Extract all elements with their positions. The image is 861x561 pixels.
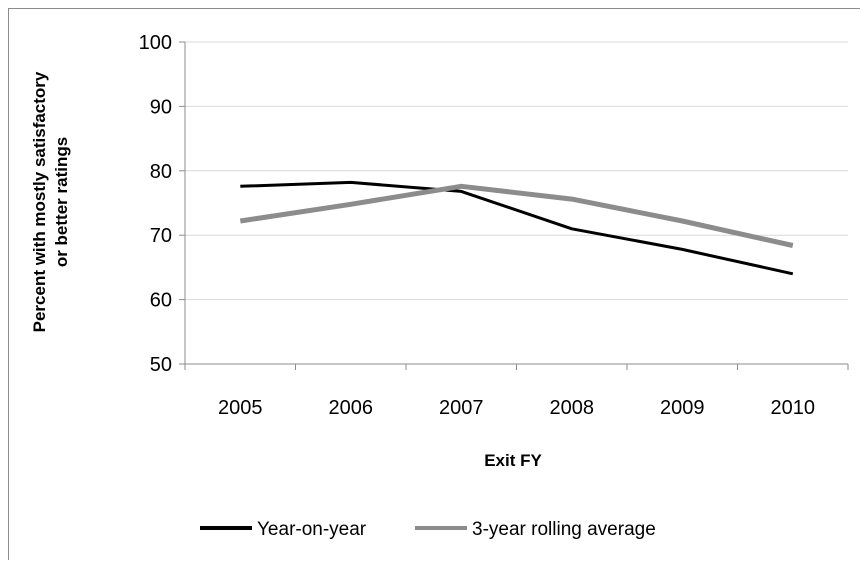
- legend: Year-on-year 3-year rolling average: [200, 519, 656, 540]
- y-tick-label-50: 50: [150, 354, 172, 376]
- y-tick-label-60: 60: [150, 290, 172, 312]
- y-axis-title: Percent with mostly satisfactory or bett…: [30, 71, 71, 332]
- series-line-1: [239, 183, 794, 248]
- series-lines: [239, 180, 794, 276]
- x-tick-label-2006: 2006: [329, 397, 374, 419]
- chart-frame: [8, 8, 860, 560]
- gridlines: [185, 41, 848, 301]
- y-tick-label-80: 80: [150, 161, 172, 183]
- x-tick-label-2009: 2009: [660, 397, 705, 419]
- y-tick-label-70: 70: [150, 225, 172, 247]
- legend-label-rolling-average: 3-year rolling average: [472, 519, 656, 540]
- legend-label-year-on-year: Year-on-year: [257, 519, 367, 540]
- x-axis-title: Exit FY: [484, 451, 542, 470]
- y-tick-labels: 50 60 70 80 90 100: [139, 32, 172, 376]
- x-tick-labels: 2005 2006 2007 2008 2009 2010: [218, 397, 815, 419]
- series-1: [239, 183, 794, 248]
- series-line-0: [240, 180, 794, 276]
- x-tick-label-2007: 2007: [439, 397, 484, 419]
- x-tick-label-2008: 2008: [550, 397, 595, 419]
- y-axis-title-line-1: Percent with mostly satisfactory: [30, 71, 49, 332]
- y-tick-label-100: 100: [139, 32, 172, 54]
- y-axis-title-line-2: or better ratings: [52, 137, 71, 267]
- series-0: [240, 180, 794, 276]
- x-tick-label-2010: 2010: [771, 397, 816, 419]
- y-tick-label-90: 90: [150, 96, 172, 118]
- x-tick-label-2005: 2005: [218, 397, 263, 419]
- axes: [179, 41, 849, 370]
